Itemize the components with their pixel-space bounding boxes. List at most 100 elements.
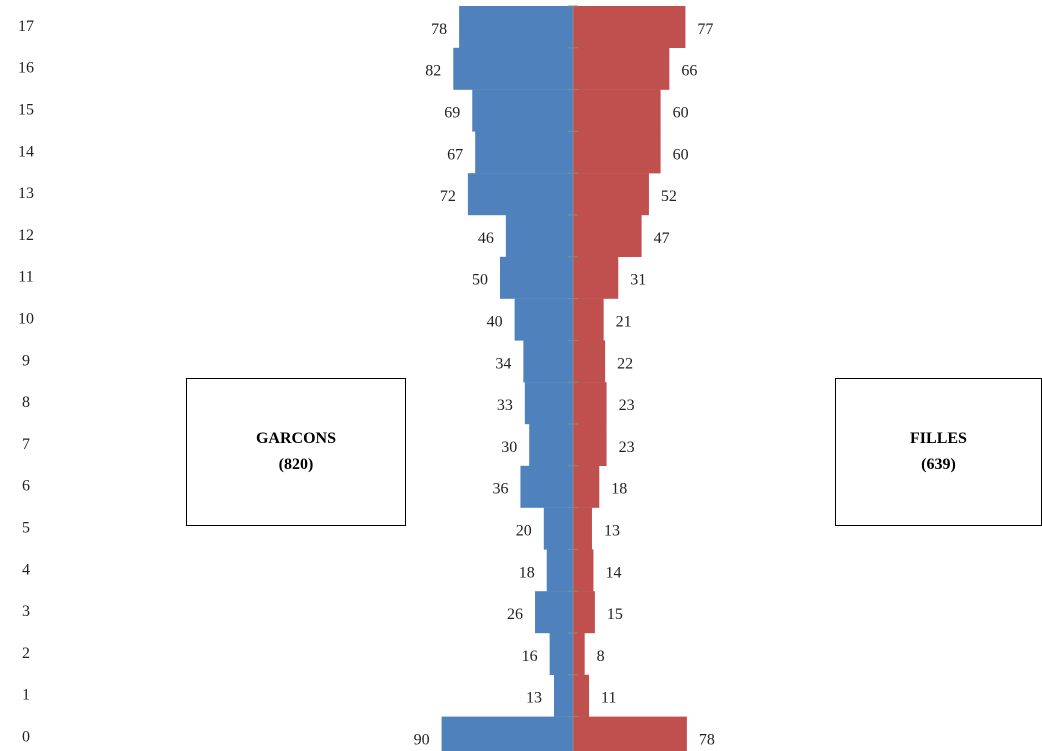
boys-value-label: 16 — [522, 648, 538, 665]
age-tick-label: 3 — [22, 603, 30, 620]
boys-bar-age-7 — [529, 424, 573, 466]
boys-bar-age-6 — [520, 465, 573, 508]
girls-value-label: 60 — [673, 146, 689, 163]
girls-value-label: 22 — [617, 355, 633, 372]
boys-bar-age-3 — [535, 591, 573, 634]
boys-bar-age-1 — [554, 674, 573, 717]
girls-bar-age-9 — [573, 340, 606, 383]
legend-box-boys: GARCONS (820) — [186, 378, 406, 526]
legend-total-boys: (820) — [278, 456, 314, 473]
girls-bar-age-2 — [573, 633, 585, 675]
girls-value-label: 31 — [630, 272, 646, 289]
boys-bar-age-0 — [441, 716, 573, 751]
boys-value-label: 36 — [492, 481, 508, 498]
boys-bar-age-17 — [459, 6, 573, 48]
girls-value-label: 60 — [673, 105, 689, 122]
girls-bars — [573, 6, 687, 751]
girls-bar-age-0 — [573, 716, 687, 751]
age-tick-label: 5 — [22, 520, 30, 537]
age-tick-label: 1 — [22, 687, 30, 704]
girls-value-label: 8 — [597, 648, 605, 665]
girls-value-label: 78 — [699, 732, 715, 749]
girls-value-label: 47 — [654, 230, 670, 247]
age-tick-label: 16 — [18, 60, 34, 77]
boys-bar-age-10 — [514, 298, 573, 341]
boys-bar-age-2 — [549, 633, 573, 675]
girls-value-label: 23 — [619, 397, 635, 414]
boys-bars — [441, 6, 573, 751]
boys-value-label: 67 — [447, 146, 463, 163]
boys-bar-age-5 — [543, 507, 573, 550]
boys-value-label: 82 — [425, 63, 441, 80]
girls-value-label: 14 — [605, 564, 621, 581]
age-tick-label: 13 — [18, 185, 34, 202]
boys-value-label: 50 — [472, 272, 488, 289]
girls-value-labels: 78 11 8 15 14 13 18 23 23 22 21 31 47 52 60 60 66 77 — [597, 21, 715, 749]
center-axis — [568, 5, 578, 751]
girls-value-label: 18 — [611, 481, 627, 498]
age-tick-label: 10 — [18, 311, 34, 328]
boys-bar-age-8 — [524, 382, 573, 425]
age-tick-label: 9 — [22, 352, 30, 369]
girls-bar-age-4 — [573, 549, 594, 592]
legend-label-boys: GARCONS — [255, 430, 336, 447]
age-tick-label: 12 — [18, 227, 34, 244]
boys-bar-age-16 — [453, 47, 573, 90]
boys-value-label: 69 — [444, 105, 460, 122]
boys-bar-age-9 — [523, 340, 573, 383]
boys-bar-age-4 — [546, 549, 573, 592]
age-tick-label: 15 — [18, 102, 34, 119]
girls-bar-age-12 — [573, 215, 642, 257]
girls-value-label: 15 — [607, 606, 623, 623]
girls-bar-age-14 — [573, 131, 661, 174]
girls-bar-age-7 — [573, 424, 607, 466]
age-tick-label: 17 — [18, 18, 34, 35]
boys-value-label: 33 — [497, 397, 513, 414]
girls-bar-age-3 — [573, 591, 595, 634]
boys-value-label: 90 — [414, 732, 430, 749]
legend-total-girls: (639) — [921, 456, 956, 473]
girls-bar-age-11 — [573, 256, 619, 299]
girls-value-label: 52 — [661, 188, 677, 205]
boys-value-label: 20 — [516, 523, 532, 540]
age-tick-label: 6 — [22, 478, 30, 495]
girls-bar-age-10 — [573, 298, 604, 341]
girls-bar-age-15 — [573, 89, 661, 132]
age-tick-label: 11 — [18, 269, 33, 286]
boys-bar-age-13 — [467, 173, 573, 216]
boys-value-label: 26 — [507, 606, 523, 623]
girls-value-label: 21 — [616, 314, 632, 331]
boys-value-label: 13 — [526, 690, 542, 707]
girls-bar-age-5 — [573, 507, 592, 550]
age-tick-label: 0 — [22, 729, 30, 746]
boys-bar-age-11 — [500, 256, 573, 299]
age-tick-label: 8 — [22, 394, 30, 411]
girls-bar-age-16 — [573, 47, 670, 90]
girls-bar-age-13 — [573, 173, 649, 216]
boys-bar-age-14 — [475, 131, 573, 174]
legend-label-girls: FILLES — [910, 430, 967, 447]
boys-value-label: 34 — [495, 355, 511, 372]
boys-value-labels: 90 13 16 26 18 20 36 30 33 34 40 50 46 72 67 69 82 78 — [414, 21, 542, 749]
girls-value-label: 77 — [697, 21, 713, 38]
girls-value-label: 13 — [604, 523, 620, 540]
boys-value-label: 40 — [487, 314, 503, 331]
age-tick-label: 4 — [22, 561, 30, 578]
girls-bar-age-17 — [573, 6, 686, 48]
girls-value-label: 66 — [681, 63, 697, 80]
legend-box-girls: FILLES (639) — [835, 378, 1042, 526]
boys-bar-age-15 — [472, 89, 573, 132]
boys-value-label: 46 — [478, 230, 494, 247]
girls-bar-age-6 — [573, 465, 600, 508]
boys-value-label: 72 — [440, 188, 456, 205]
boys-bar-age-12 — [505, 215, 573, 257]
girls-value-label: 11 — [601, 690, 616, 707]
girls-bar-age-8 — [573, 382, 607, 425]
boys-value-label: 78 — [431, 21, 447, 38]
age-tick-label: 2 — [22, 645, 30, 662]
age-tick-label: 14 — [18, 143, 34, 160]
boys-value-label: 18 — [519, 564, 535, 581]
girls-bar-age-1 — [573, 674, 590, 717]
